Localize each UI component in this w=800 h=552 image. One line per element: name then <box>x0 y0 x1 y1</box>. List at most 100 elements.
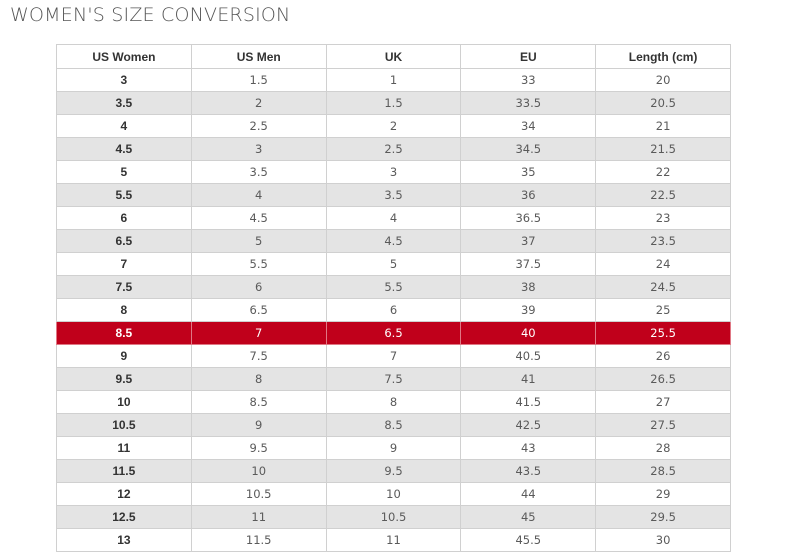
table-row: 8 6.5 6 39 25 <box>56 298 731 322</box>
cell-length-cm: 26 <box>595 344 731 368</box>
cell-us-men: 10.5 <box>190 482 327 506</box>
cell-us-women: 10.5 <box>56 413 192 437</box>
table-row: 6 4.5 4 36.5 23 <box>56 206 731 230</box>
cell-us-women: 3 <box>56 68 192 92</box>
cell-eu: 37.5 <box>460 252 597 276</box>
cell-uk: 3 <box>325 160 462 184</box>
cell-uk: 10 <box>325 482 462 506</box>
cell-uk: 4.5 <box>325 229 462 253</box>
table-row: 8.5 7 6.5 40 25.5 <box>56 321 731 345</box>
table-row: 11.5 10 9.5 43.5 28.5 <box>56 459 731 483</box>
cell-us-men: 11.5 <box>190 528 327 552</box>
cell-us-women: 8.5 <box>56 321 192 345</box>
table-row: 5.5 4 3.5 36 22.5 <box>56 183 731 207</box>
cell-us-men: 7 <box>190 321 327 345</box>
cell-us-men: 7.5 <box>190 344 327 368</box>
cell-us-men: 3 <box>190 137 327 161</box>
cell-us-men: 5.5 <box>190 252 327 276</box>
cell-us-men: 11 <box>190 505 327 529</box>
header-us-women: US Women <box>56 44 192 69</box>
cell-eu: 34.5 <box>460 137 597 161</box>
header-eu: EU <box>460 44 597 69</box>
cell-length-cm: 21.5 <box>595 137 731 161</box>
cell-us-women: 13 <box>56 528 192 552</box>
size-conversion-table-container: US Women US Men UK EU Length (cm) 3 1.5 1 3… <box>56 44 731 552</box>
cell-us-men: 4.5 <box>190 206 327 230</box>
table-row: 5 3.5 3 35 22 <box>56 160 731 184</box>
cell-uk: 7 <box>325 344 462 368</box>
cell-length-cm: 22 <box>595 160 731 184</box>
cell-length-cm: 25.5 <box>595 321 731 345</box>
cell-us-women: 7 <box>56 252 192 276</box>
cell-us-men: 1.5 <box>190 68 327 92</box>
cell-length-cm: 25 <box>595 298 731 322</box>
table-row: 12 10.5 10 44 29 <box>56 482 731 506</box>
cell-us-women: 6 <box>56 206 192 230</box>
cell-us-women: 4 <box>56 114 192 138</box>
cell-us-women: 6.5 <box>56 229 192 253</box>
cell-uk: 3.5 <box>325 183 462 207</box>
cell-length-cm: 29.5 <box>595 505 731 529</box>
table-row: 7.5 6 5.5 38 24.5 <box>56 275 731 299</box>
header-length-cm: Length (cm) <box>595 44 731 69</box>
header-uk: UK <box>325 44 462 69</box>
cell-uk: 1.5 <box>325 91 462 115</box>
table-row: 7 5.5 5 37.5 24 <box>56 252 731 276</box>
cell-length-cm: 27.5 <box>595 413 731 437</box>
cell-us-women: 9 <box>56 344 192 368</box>
cell-uk: 11 <box>325 528 462 552</box>
cell-us-men: 4 <box>190 183 327 207</box>
cell-length-cm: 22.5 <box>595 183 731 207</box>
cell-length-cm: 23.5 <box>595 229 731 253</box>
cell-us-men: 5 <box>190 229 327 253</box>
cell-us-women: 10 <box>56 390 192 414</box>
cell-us-men: 10 <box>190 459 327 483</box>
cell-us-women: 7.5 <box>56 275 192 299</box>
cell-us-men: 8 <box>190 367 327 391</box>
cell-eu: 41 <box>460 367 597 391</box>
cell-eu: 33.5 <box>460 91 597 115</box>
cell-us-women: 5 <box>56 160 192 184</box>
cell-eu: 43.5 <box>460 459 597 483</box>
cell-us-men: 9 <box>190 413 327 437</box>
size-conversion-table: US Women US Men UK EU Length (cm) 3 1.5 1 3… <box>56 44 731 552</box>
cell-us-women: 12.5 <box>56 505 192 529</box>
cell-us-women: 12 <box>56 482 192 506</box>
cell-us-men: 9.5 <box>190 436 327 460</box>
cell-uk: 6.5 <box>325 321 462 345</box>
cell-length-cm: 23 <box>595 206 731 230</box>
cell-eu: 45.5 <box>460 528 597 552</box>
cell-length-cm: 24.5 <box>595 275 731 299</box>
cell-uk: 5.5 <box>325 275 462 299</box>
cell-uk: 8 <box>325 390 462 414</box>
cell-eu: 36 <box>460 183 597 207</box>
table-row: 9 7.5 7 40.5 26 <box>56 344 731 368</box>
cell-eu: 40.5 <box>460 344 597 368</box>
cell-eu: 37 <box>460 229 597 253</box>
cell-eu: 41.5 <box>460 390 597 414</box>
cell-length-cm: 26.5 <box>595 367 731 391</box>
cell-length-cm: 20 <box>595 68 731 92</box>
page-title: WOMEN'S SIZE CONVERSION <box>10 4 291 26</box>
cell-us-women: 9.5 <box>56 367 192 391</box>
cell-length-cm: 28.5 <box>595 459 731 483</box>
table-body: 3 1.5 1 33 20 3.5 2 1.5 33.5 20.5 4 2.5 2 34 21 4.5 3 2.5… <box>56 68 731 552</box>
table-row: 9.5 8 7.5 41 26.5 <box>56 367 731 391</box>
table-row: 10.5 9 8.5 42.5 27.5 <box>56 413 731 437</box>
cell-uk: 10.5 <box>325 505 462 529</box>
table-row: 4.5 3 2.5 34.5 21.5 <box>56 137 731 161</box>
table-row: 10 8.5 8 41.5 27 <box>56 390 731 414</box>
cell-length-cm: 27 <box>595 390 731 414</box>
cell-eu: 43 <box>460 436 597 460</box>
table-header-row: US Women US Men UK EU Length (cm) <box>56 44 731 69</box>
cell-uk: 9 <box>325 436 462 460</box>
cell-eu: 38 <box>460 275 597 299</box>
table-row: 12.5 11 10.5 45 29.5 <box>56 505 731 529</box>
cell-us-women: 11 <box>56 436 192 460</box>
table-row: 3 1.5 1 33 20 <box>56 68 731 92</box>
cell-us-men: 6 <box>190 275 327 299</box>
cell-us-men: 3.5 <box>190 160 327 184</box>
cell-us-men: 8.5 <box>190 390 327 414</box>
table-row: 4 2.5 2 34 21 <box>56 114 731 138</box>
cell-eu: 45 <box>460 505 597 529</box>
